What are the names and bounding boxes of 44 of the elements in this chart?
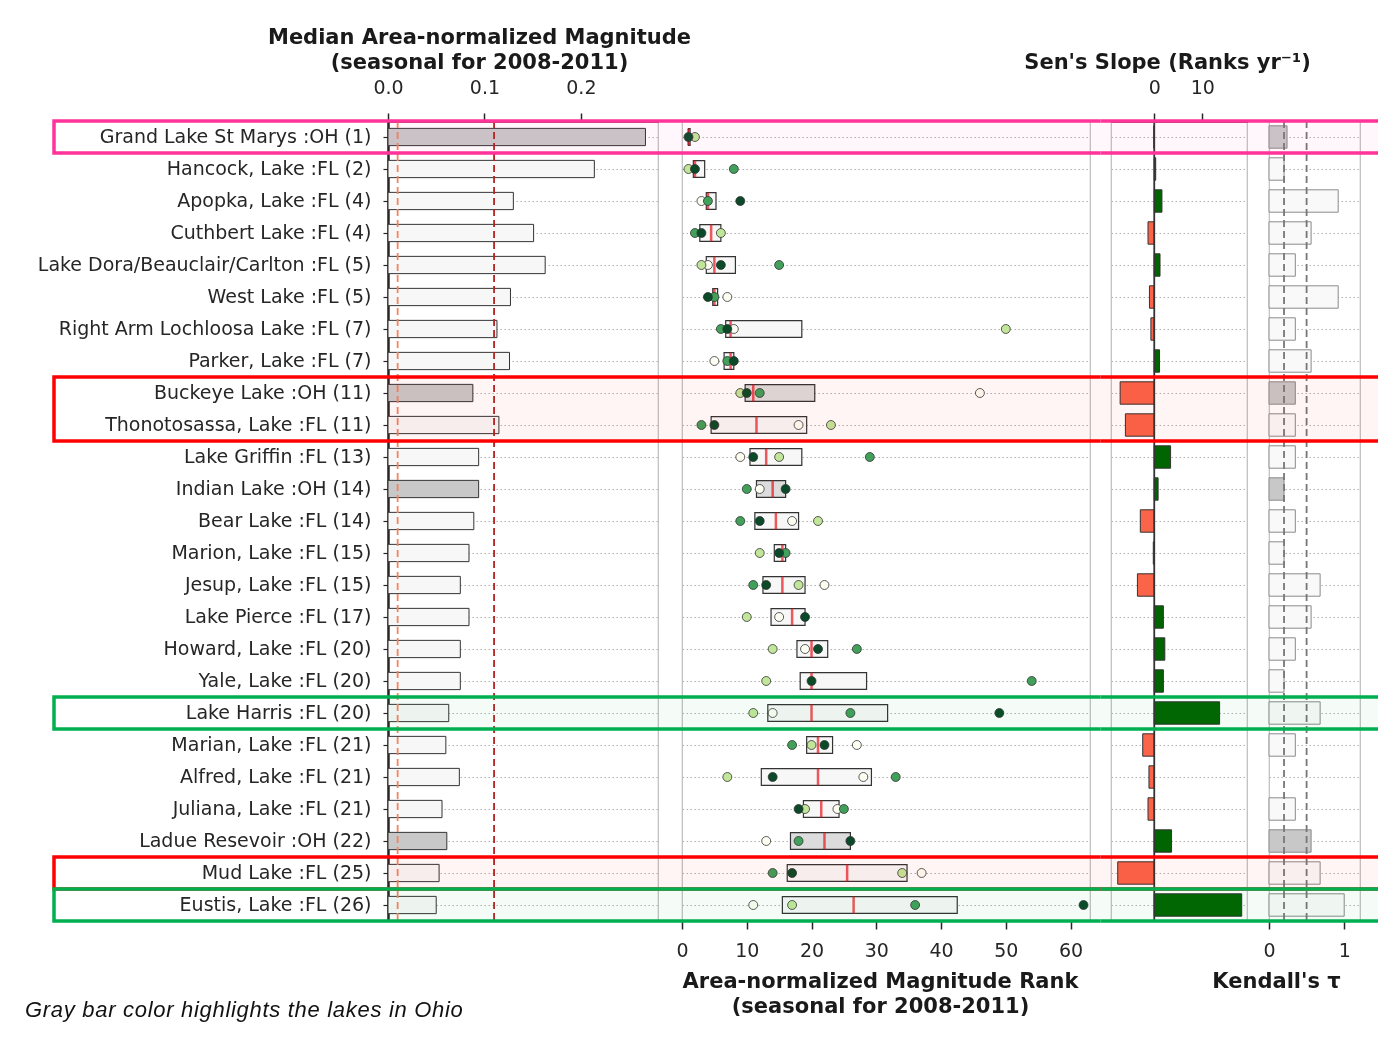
y-tick-label: Juliana, Lake :FL (21) (171, 797, 372, 819)
y-tick-label: Yale, Lake :FL (20) (197, 669, 372, 691)
y-tick-label: Ladue Resevoir :OH (22) (139, 829, 372, 851)
y-tick-label: Lake Pierce :FL (17) (184, 605, 372, 627)
x-tick-label: 30 (864, 938, 889, 961)
y-tick-label: Alfred, Lake :FL (21) (180, 765, 372, 787)
x-tick-label: 50 (994, 938, 1019, 961)
y-tick-label: Lake Dora/Beauclair/Carlton :FL (5) (37, 253, 372, 275)
x-tick-label: 0 (676, 938, 689, 961)
x-tick-label: 40 (929, 938, 954, 961)
y-tick-label: Marion, Lake :FL (15) (171, 541, 372, 563)
x-tick-label: 0 (1263, 938, 1276, 961)
y-tick-label: Marian, Lake :FL (21) (171, 733, 372, 755)
x-tick-label: 0 (1148, 75, 1161, 98)
y-tick-label: Right Arm Lochloosa Lake :FL (7) (58, 317, 372, 339)
y-tick-label: Cuthbert Lake :FL (4) (170, 221, 372, 243)
y-tick-label: Lake Harris :FL (20) (185, 701, 372, 723)
x-tick-label: 20 (799, 938, 825, 961)
y-tick-label: Bear Lake :FL (14) (198, 509, 372, 531)
y-tick-label: Jesup, Lake :FL (15) (183, 573, 372, 595)
x-tick-label: 0.2 (566, 75, 597, 98)
y-tick-label: Thonotosassa, Lake :FL (11) (104, 413, 372, 435)
y-tick-label: Eustis, Lake :FL (26) (179, 893, 372, 915)
y-tick-label: Mud Lake :FL (25) (201, 861, 372, 883)
y-tick-label: Lake Griffin :FL (13) (183, 445, 372, 467)
y-tick-label: Parker, Lake :FL (7) (188, 349, 372, 371)
y-tick-label: Buckeye Lake :OH (11) (154, 381, 372, 403)
x-tick-label: 60 (1058, 938, 1084, 961)
y-tick-label: Hancock, Lake :FL (2) (166, 157, 372, 179)
y-tick-label: Howard, Lake :FL (20) (163, 637, 372, 659)
x-axis-title: Kendall's τ (1212, 968, 1341, 993)
x-axis-title: Median Area-normalized Magnitude (seasonal for 2008-2011) (267, 24, 692, 74)
x-tick-label: 10 (735, 938, 760, 961)
x-tick-label: 0.0 (373, 75, 404, 98)
x-tick-label: 0.1 (469, 75, 501, 98)
y-tick-label: West Lake :FL (5) (207, 285, 372, 307)
y-tick-label: Apopka, Lake :FL (4) (177, 189, 372, 211)
x-axis-title: Sen's Slope (Ranks yr⁻¹) (1024, 49, 1311, 74)
x-tick-label: 1 (1338, 938, 1351, 961)
x-axis-title: Area-normalized Magnitude Rank (seasonal for 2008-2011) (682, 968, 1080, 1018)
text: Gray bar color highlights the lakes in Ohio (25, 997, 464, 1023)
y-tick-label: Grand Lake St Marys :OH (1) (99, 125, 372, 147)
y-tick-label: Indian Lake :OH (14) (175, 477, 372, 499)
x-tick-label: 10 (1190, 75, 1215, 98)
